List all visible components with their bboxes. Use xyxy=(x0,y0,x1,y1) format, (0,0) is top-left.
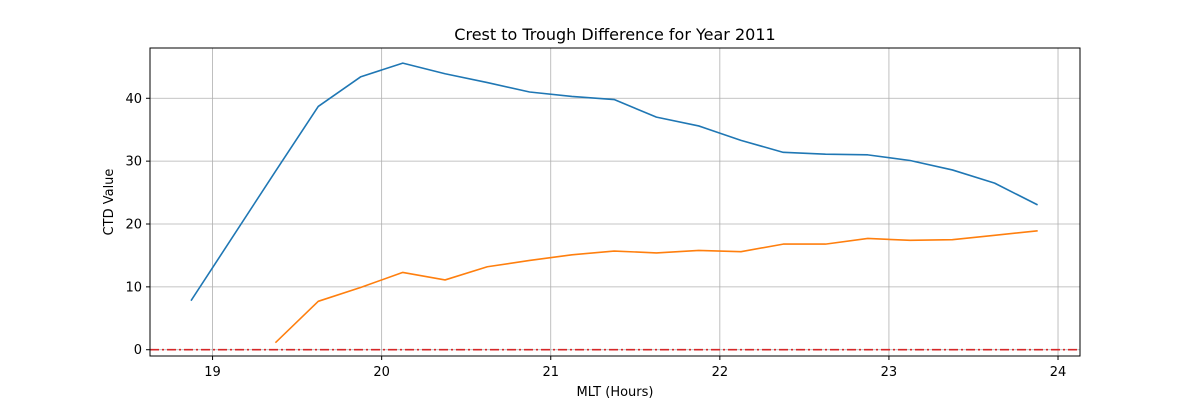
y-tick-label: 0 xyxy=(134,343,142,358)
x-tick-label: 20 xyxy=(373,365,390,380)
y-tick-label: 20 xyxy=(125,218,142,233)
ticks: 19 20 21 22 23 24 0 10 20 30 40 xyxy=(125,92,1066,380)
series-line-1 xyxy=(190,62,1038,302)
x-tick-label: 19 xyxy=(204,365,221,380)
y-tick-label: 30 xyxy=(125,155,142,170)
y-tick-label: 40 xyxy=(125,92,142,107)
plot-frame xyxy=(149,47,1081,357)
x-tick-label: 23 xyxy=(881,365,898,380)
x-tick-label: 22 xyxy=(712,365,729,380)
x-tick-label: 24 xyxy=(1050,365,1067,380)
x-axis-label: MLT (Hours) xyxy=(577,385,654,400)
x-tick-label: 21 xyxy=(542,365,559,380)
y-axis-label: CTD Value xyxy=(102,169,117,236)
chart-title: Crest to Trough Difference for Year 2011 xyxy=(454,25,775,44)
y-tick-label: 10 xyxy=(125,280,142,295)
series-group xyxy=(190,62,1038,344)
series-line-2 xyxy=(274,230,1038,344)
